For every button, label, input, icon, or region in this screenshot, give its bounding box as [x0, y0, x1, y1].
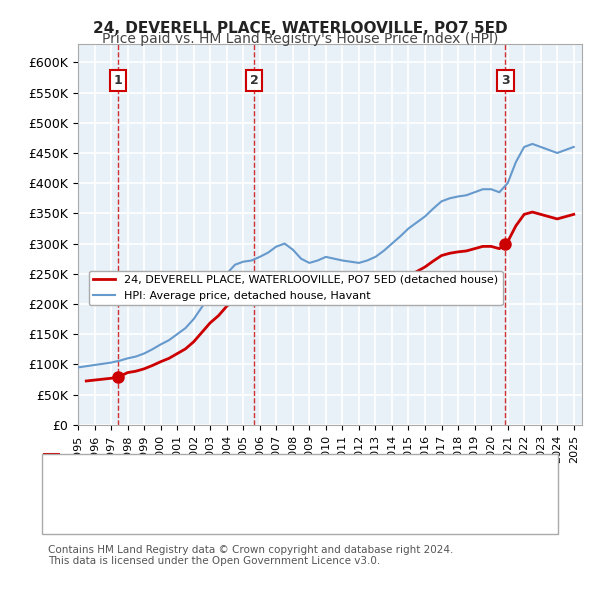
- Text: 3: 3: [47, 509, 55, 522]
- Text: £215,000: £215,000: [252, 483, 311, 496]
- Text: 26% ↓ HPI: 26% ↓ HPI: [390, 457, 457, 470]
- Text: 33% ↓ HPI: 33% ↓ HPI: [390, 509, 457, 522]
- Text: 3: 3: [501, 74, 510, 87]
- Text: 06-JUN-1997: 06-JUN-1997: [120, 457, 199, 470]
- Text: 26-AUG-2005: 26-AUG-2005: [120, 483, 204, 496]
- Text: 13-NOV-2020: 13-NOV-2020: [120, 509, 203, 522]
- Legend: 24, DEVERELL PLACE, WATERLOOVILLE, PO7 5ED (detached house), HPI: Average price,: 24, DEVERELL PLACE, WATERLOOVILLE, PO7 5…: [89, 271, 503, 305]
- Text: 24, DEVERELL PLACE, WATERLOOVILLE, PO7 5ED: 24, DEVERELL PLACE, WATERLOOVILLE, PO7 5…: [92, 21, 508, 35]
- Text: £300,000: £300,000: [252, 509, 312, 522]
- Text: 1: 1: [47, 457, 55, 470]
- Text: 2: 2: [47, 483, 55, 496]
- Text: 20% ↓ HPI: 20% ↓ HPI: [390, 483, 457, 496]
- Text: £79,000: £79,000: [252, 457, 304, 470]
- Text: 1: 1: [114, 74, 122, 87]
- Text: Price paid vs. HM Land Registry's House Price Index (HPI): Price paid vs. HM Land Registry's House …: [102, 32, 498, 47]
- Text: 2: 2: [250, 74, 259, 87]
- Text: Contains HM Land Registry data © Crown copyright and database right 2024.
This d: Contains HM Land Registry data © Crown c…: [48, 545, 454, 566]
